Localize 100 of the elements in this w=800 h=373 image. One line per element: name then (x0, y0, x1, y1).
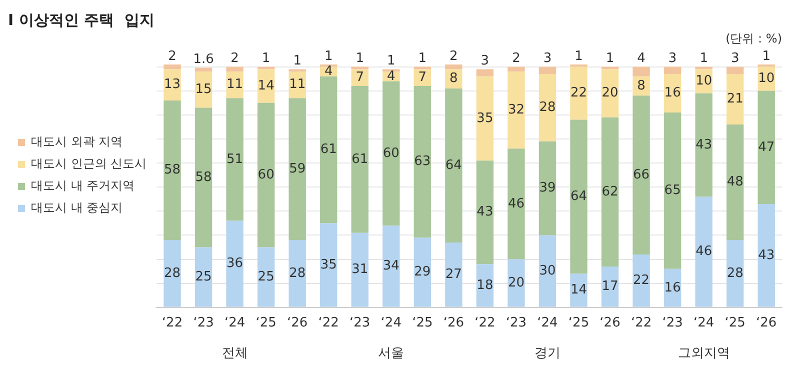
bar (508, 66, 525, 72)
bar (508, 72, 525, 149)
data-label: 22 (633, 273, 650, 288)
data-label: 11 (226, 77, 244, 92)
data-label: 34 (382, 258, 400, 274)
data-label: 7 (418, 70, 427, 86)
bar (632, 96, 650, 254)
bar (414, 238, 432, 307)
x-tick-label: ‘23 (662, 316, 683, 331)
data-label: 22 (570, 86, 588, 101)
x-tick-label: ‘24 (693, 316, 714, 331)
data-label: 29 (414, 264, 431, 280)
bar (194, 247, 212, 307)
data-label: 36 (226, 256, 244, 272)
data-label: 51 (226, 152, 244, 167)
legend-label: 대도시 외곽 지역 (31, 134, 123, 149)
x-tick-label: ‘22 (162, 316, 183, 331)
x-tick-label: ‘23 (350, 316, 370, 331)
bar (476, 69, 494, 76)
data-label: 64 (570, 189, 588, 204)
data-label: 14 (570, 282, 588, 298)
text: 서울 (378, 346, 404, 361)
data-label: 48 (726, 174, 744, 190)
data-label: 1 (387, 54, 396, 69)
data-label: 31 (352, 262, 368, 278)
data-label: 28 (164, 266, 181, 281)
bar (320, 64, 338, 67)
data-label: 15 (195, 82, 212, 98)
data-label: 1 (700, 51, 708, 66)
x-tick-label: ‘25 (568, 316, 590, 331)
bar (538, 235, 556, 307)
data-label: 58 (195, 170, 212, 185)
bar (538, 141, 556, 236)
bar (508, 148, 525, 260)
bar (445, 64, 462, 70)
bar (288, 240, 306, 307)
data-label: 16 (664, 280, 681, 296)
data-label: 4 (324, 64, 333, 79)
data-label: 59 (289, 161, 306, 176)
bar (758, 204, 775, 307)
data-label: 28 (539, 100, 556, 116)
bar (476, 160, 494, 264)
bar (164, 69, 181, 100)
chart-title: I 이상적인 주택 입지 (8, 10, 154, 29)
x-tick-label: ‘25 (724, 316, 746, 331)
data-label: 1 (762, 48, 771, 64)
data-label: 43 (758, 248, 775, 263)
data-label: 8 (450, 71, 458, 86)
bar (570, 120, 588, 274)
bar (351, 232, 368, 307)
data-label: 20 (508, 275, 524, 290)
bar (382, 69, 400, 72)
data-label: 30 (539, 263, 556, 278)
data-label: 11 (289, 77, 306, 92)
bar (351, 86, 368, 233)
data-label: 20 (602, 86, 618, 101)
bar (601, 117, 619, 266)
x-tick-label: ‘23 (506, 316, 527, 331)
legend-label: 대도시 인근의 신도시 (31, 156, 147, 171)
bar (695, 196, 712, 307)
data-label: 64 (445, 158, 462, 173)
bar (226, 66, 244, 72)
data-label: 43 (476, 204, 494, 220)
data-label: 2 (512, 51, 520, 66)
bar (538, 74, 556, 142)
bar (320, 76, 338, 224)
data-label: 7 (356, 70, 364, 86)
bar (382, 81, 400, 226)
data-label: 1 (262, 51, 270, 66)
bar (758, 90, 775, 204)
data-label: 65 (664, 183, 681, 198)
bar (288, 69, 306, 72)
bar (726, 240, 744, 307)
data-label: 17 (602, 279, 618, 294)
bar (414, 69, 432, 86)
data-label: 25 (258, 269, 274, 284)
data-label: 46 (696, 244, 712, 260)
data-label: 1 (293, 54, 302, 69)
data-label: 28 (289, 266, 306, 281)
data-label: 35 (476, 110, 494, 126)
x-tick-label: ‘24 (537, 316, 558, 331)
x-tick-label: ‘26 (756, 316, 777, 331)
data-label: 60 (382, 146, 400, 161)
data-label: 3 (730, 51, 740, 66)
data-label: 35 (320, 257, 337, 272)
bar (570, 66, 588, 120)
bar (726, 124, 744, 240)
data-label: 13 (164, 77, 181, 92)
text: 경기 (534, 346, 560, 361)
data-label: 61 (320, 142, 337, 158)
bar (288, 98, 306, 240)
bar (476, 76, 494, 161)
data-label: 2 (168, 48, 176, 64)
x-tick-label: ‘22 (474, 316, 496, 331)
bar (257, 247, 275, 307)
x-tick-label: ‘22 (630, 316, 652, 331)
bar (508, 259, 525, 307)
bar (570, 274, 588, 307)
data-label: 27 (445, 267, 462, 282)
data-label: 14 (258, 78, 274, 94)
